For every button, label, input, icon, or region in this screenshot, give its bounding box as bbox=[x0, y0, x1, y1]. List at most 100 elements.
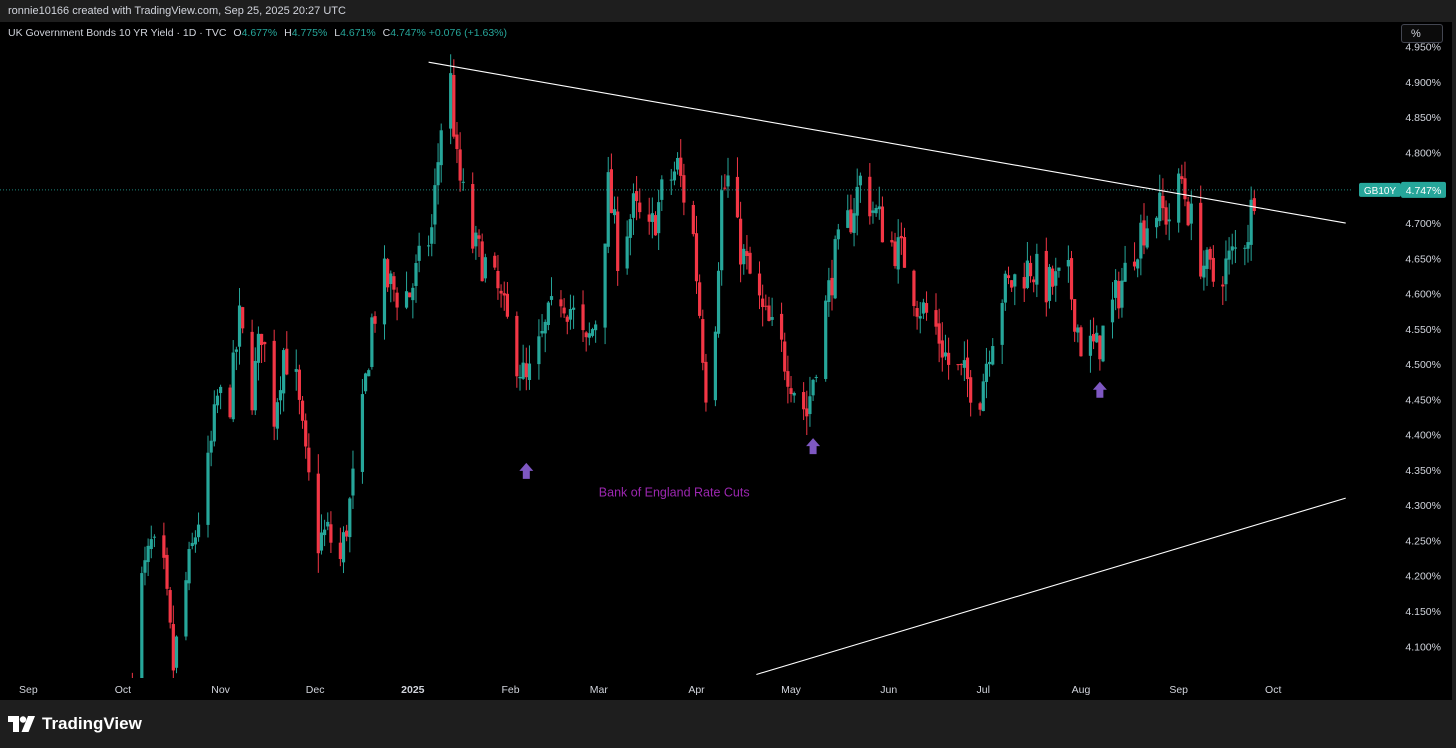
candle-body bbox=[241, 307, 245, 329]
candle-body bbox=[1114, 280, 1118, 298]
candle-body bbox=[521, 362, 525, 379]
symbol-legend: UK Government Bonds 10 YR Yield · 1D · T… bbox=[8, 27, 507, 39]
y-tick-label: 4.150% bbox=[1405, 606, 1441, 618]
x-tick-label: 2025 bbox=[401, 684, 425, 696]
symbol-name: UK Government Bonds 10 YR Yield · 1D · T… bbox=[8, 27, 227, 39]
candle-body bbox=[805, 408, 809, 417]
candle-body bbox=[713, 331, 717, 401]
candle-body bbox=[543, 321, 547, 334]
candle-body bbox=[219, 386, 223, 394]
candle-body bbox=[1035, 253, 1039, 285]
candle-body bbox=[893, 241, 897, 267]
candle-body bbox=[1224, 258, 1228, 285]
lower-trendline bbox=[756, 497, 1346, 676]
candle-body bbox=[323, 529, 327, 536]
candle-body bbox=[899, 235, 903, 239]
candle-body bbox=[351, 468, 355, 496]
candle-body bbox=[783, 341, 787, 372]
candle-body bbox=[874, 207, 878, 214]
candle-body bbox=[924, 303, 929, 313]
candle-body bbox=[1028, 262, 1033, 277]
candle-body bbox=[1013, 274, 1017, 287]
candle-body bbox=[691, 204, 695, 235]
candle-body bbox=[1003, 273, 1007, 303]
candle-body bbox=[474, 232, 478, 247]
candle-body bbox=[304, 420, 308, 447]
candle-body bbox=[959, 364, 963, 366]
candle-body bbox=[937, 323, 941, 344]
candle-body bbox=[496, 270, 500, 289]
candle-body bbox=[527, 363, 532, 380]
y-tick-label: 4.200% bbox=[1405, 571, 1441, 583]
rate-cut-arrow-aug bbox=[1092, 381, 1107, 398]
change-value: +0.076 (+1.63%) bbox=[428, 27, 508, 39]
percent-scale-button[interactable]: % bbox=[1401, 24, 1443, 43]
candle-body bbox=[789, 388, 793, 395]
candle-body bbox=[635, 191, 639, 202]
chart-canvas[interactable]: Bank of England Rate Cuts 4.950% 4.900% 4.8… bbox=[0, 22, 1456, 700]
tradingview-logo-icon bbox=[8, 716, 35, 732]
candle-body bbox=[811, 379, 815, 396]
candle-body bbox=[1006, 275, 1011, 279]
candle-body bbox=[739, 218, 743, 265]
candle-body bbox=[256, 333, 261, 363]
candle-body bbox=[386, 259, 390, 288]
y-tick-label: 4.100% bbox=[1405, 641, 1441, 653]
candle-body bbox=[981, 381, 985, 412]
candle-body bbox=[956, 364, 960, 366]
candle-body bbox=[890, 240, 894, 243]
candle-body bbox=[326, 521, 330, 527]
candle-body bbox=[587, 333, 591, 338]
candle-body bbox=[212, 404, 216, 442]
candle-body bbox=[1088, 335, 1093, 356]
candle-body bbox=[836, 229, 840, 240]
candle-body bbox=[231, 352, 235, 420]
close-label: C bbox=[382, 27, 391, 39]
candle-body bbox=[584, 332, 588, 338]
candle-body bbox=[272, 340, 276, 427]
candle-body bbox=[206, 452, 210, 525]
candle-body bbox=[259, 333, 264, 345]
open-label: O bbox=[233, 27, 242, 39]
candle-body bbox=[1073, 299, 1077, 332]
candle-body bbox=[987, 361, 992, 365]
chart-panel[interactable] bbox=[0, 22, 1452, 700]
rate-cut-arrow-may bbox=[806, 438, 821, 455]
x-tick-label: Jul bbox=[977, 684, 990, 696]
candle-body bbox=[757, 273, 762, 296]
candle-body bbox=[1091, 334, 1096, 342]
candle-body bbox=[404, 291, 409, 308]
candle-body bbox=[590, 329, 595, 336]
candle-body bbox=[282, 350, 286, 394]
tradingview-logo[interactable]: TradingView bbox=[8, 714, 142, 734]
candle-body bbox=[594, 324, 598, 331]
low-value: 4.671% bbox=[340, 27, 376, 39]
candle-body bbox=[1120, 280, 1124, 308]
candle-body bbox=[1183, 178, 1187, 200]
candle-body bbox=[338, 542, 342, 560]
candle-body bbox=[146, 545, 150, 563]
candle-body bbox=[382, 258, 387, 325]
candle-body bbox=[581, 304, 585, 331]
high-value: 4.775% bbox=[291, 27, 328, 39]
candle-body bbox=[1136, 259, 1140, 269]
candle-body bbox=[1167, 219, 1171, 222]
candle-body bbox=[411, 287, 415, 301]
y-tick-label: 4.850% bbox=[1405, 112, 1441, 124]
candle-body bbox=[300, 400, 305, 421]
candle-body bbox=[921, 302, 925, 314]
candles-group bbox=[131, 54, 1256, 678]
candle-body bbox=[458, 149, 462, 181]
candle-body bbox=[165, 554, 169, 589]
x-tick-label: Aug bbox=[1072, 684, 1091, 696]
candle-body bbox=[877, 206, 881, 210]
x-tick-label: May bbox=[781, 684, 802, 696]
candle-body bbox=[319, 532, 324, 551]
candle-body bbox=[660, 179, 664, 200]
candle-body bbox=[827, 280, 831, 302]
candle-body bbox=[1066, 259, 1070, 267]
candle-body bbox=[348, 498, 352, 538]
symbol-tag-label: GB10Y bbox=[1364, 186, 1397, 197]
candle-body bbox=[168, 590, 172, 623]
candle-body bbox=[978, 403, 982, 410]
